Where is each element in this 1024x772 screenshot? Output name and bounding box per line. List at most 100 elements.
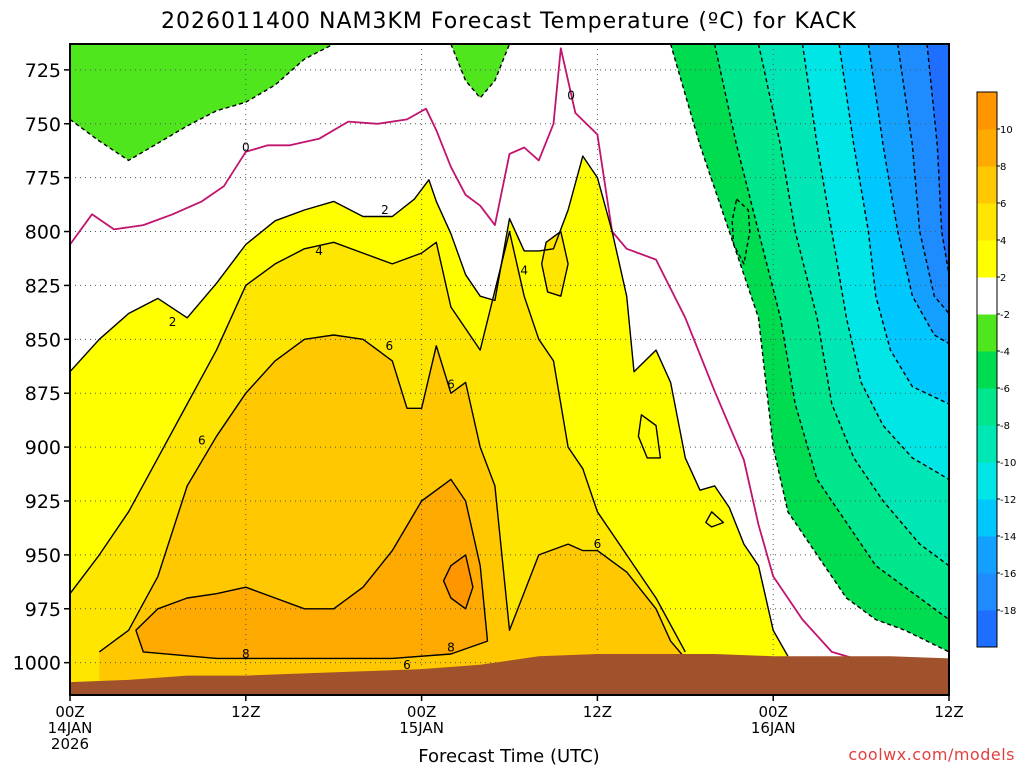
isotherm-minus4	[669, 44, 949, 653]
isotherm-4	[70, 230, 686, 653]
y-tick-label: 825	[25, 275, 61, 297]
grid-lines	[70, 44, 949, 695]
isotherm-minus18	[926, 44, 949, 275]
contour-label: 6	[594, 537, 602, 551]
contour-label-text: 2	[381, 203, 389, 217]
contour-label-text: 4	[520, 263, 528, 277]
contour-label: 4	[520, 263, 528, 277]
colorbar-swatch	[977, 536, 997, 574]
colorbar-label: -14	[1000, 532, 1016, 543]
contour-label-text: 8	[242, 647, 250, 661]
isotherm-6	[98, 334, 686, 659]
y-tick-label: 875	[25, 383, 61, 405]
colorbar-swatch	[977, 277, 997, 315]
colorbar-frame	[976, 91, 998, 648]
y-tick-label: 925	[25, 491, 61, 513]
contour-label: 8	[242, 647, 250, 661]
y-tick-label: 950	[25, 545, 61, 567]
y-tick-label: 750	[25, 114, 61, 136]
contour-label: 8	[447, 641, 455, 655]
contour-label-text: 6	[594, 537, 602, 551]
isotherm-2	[705, 511, 725, 528]
colorbar-swatch	[977, 92, 997, 130]
isotherm-lines	[70, 44, 949, 662]
x-tick-label: 14JAN	[48, 719, 93, 737]
temperature-fills	[70, 44, 949, 695]
colorbar-label: -12	[1000, 495, 1016, 506]
y-tick-label: 800	[25, 222, 61, 244]
colorbar-label: 2	[1000, 273, 1006, 284]
x-tick-label: 15JAN	[399, 719, 444, 737]
contour-label: 6	[403, 658, 411, 672]
contour-label: 6	[447, 378, 455, 392]
fill-band	[135, 479, 488, 659]
colorbar-swatch	[977, 499, 997, 537]
colorbar-swatch	[977, 388, 997, 426]
colorbar-swatch	[977, 203, 997, 241]
fill-band	[70, 44, 334, 161]
colorbar: -18 -16 -14 -12 -10 -8 -6 -4 -2 2 4 6 8 10	[976, 91, 1016, 648]
fill-band	[450, 44, 510, 98]
contour-label: 0	[567, 89, 575, 103]
contour-label: 2	[169, 315, 177, 329]
terrain	[70, 654, 949, 695]
colorbar-swatch	[977, 129, 997, 167]
colorbar-swatch	[977, 462, 997, 500]
isotherm-10	[442, 554, 474, 610]
colorbar-swatch	[977, 166, 997, 204]
colorbar-label: -8	[1000, 421, 1010, 432]
x-tick-label: 12Z	[583, 703, 612, 721]
plot-frame	[69, 43, 950, 696]
contour-label: 6	[386, 339, 394, 353]
isotherm-minus14	[867, 44, 949, 345]
colorbar-label: -16	[1000, 569, 1016, 580]
x-axis-label: Forecast Time (UTC)	[418, 746, 599, 767]
colorbar-swatch	[977, 240, 997, 278]
y-tick-label: 975	[25, 599, 61, 621]
isotherm-minus8	[731, 198, 751, 265]
contour-label-text: 6	[198, 434, 206, 448]
isotherm-minus12	[838, 44, 949, 405]
colorbar-swatch	[977, 425, 997, 463]
isotherm-minus10	[801, 44, 949, 481]
y-tick-label: 725	[25, 60, 61, 82]
isotherm-minus6	[713, 44, 949, 621]
colorbar-label: -18	[1000, 606, 1016, 617]
contour-labels: 0 0 2 2 4 4 6 6 6 6 6 8 8	[169, 89, 602, 672]
colorbar-swatch	[977, 610, 997, 648]
fill-band	[443, 554, 473, 609]
x-tick-label: 00Z	[407, 703, 436, 721]
colorbar-label: 4	[1000, 236, 1006, 247]
colorbar-label: 8	[1000, 162, 1006, 173]
colorbar-label: -2	[1000, 310, 1010, 321]
contour-label-text: 4	[315, 244, 323, 258]
fill-band	[541, 231, 569, 297]
contour-label-text: 2	[169, 315, 177, 329]
colorbar-label: -6	[1000, 384, 1010, 395]
colorbar-label: 10	[1000, 125, 1013, 136]
isotherm-0	[70, 47, 891, 662]
x-tick-label: 2026	[51, 735, 89, 753]
colorbar-swatch	[977, 573, 997, 611]
x-tick-label: 16JAN	[751, 719, 796, 737]
x-tick-label: 00Z	[759, 703, 788, 721]
colorbar-label: -4	[1000, 347, 1010, 358]
colorbar-label: -10	[1000, 458, 1016, 469]
contour-label-text: 0	[567, 89, 575, 103]
isotherm-minus8	[757, 44, 949, 567]
chart-title: 2026011400 NAM3KM Forecast Temperature (…	[161, 9, 857, 34]
fill-band	[927, 44, 949, 275]
contour-label-text: 6	[447, 378, 455, 392]
y-tick-label: 900	[25, 437, 61, 459]
colorbar-label: 6	[1000, 199, 1006, 210]
isotherm-minus2	[70, 44, 335, 162]
contour-label: 4	[315, 244, 323, 258]
contour-label-text: 6	[386, 339, 394, 353]
x-tick-label: 00Z	[55, 703, 84, 721]
isotherm-2	[637, 414, 662, 459]
x-tick-label: 12Z	[231, 703, 260, 721]
isotherm-8	[135, 478, 489, 660]
contour-label: 2	[381, 203, 389, 217]
